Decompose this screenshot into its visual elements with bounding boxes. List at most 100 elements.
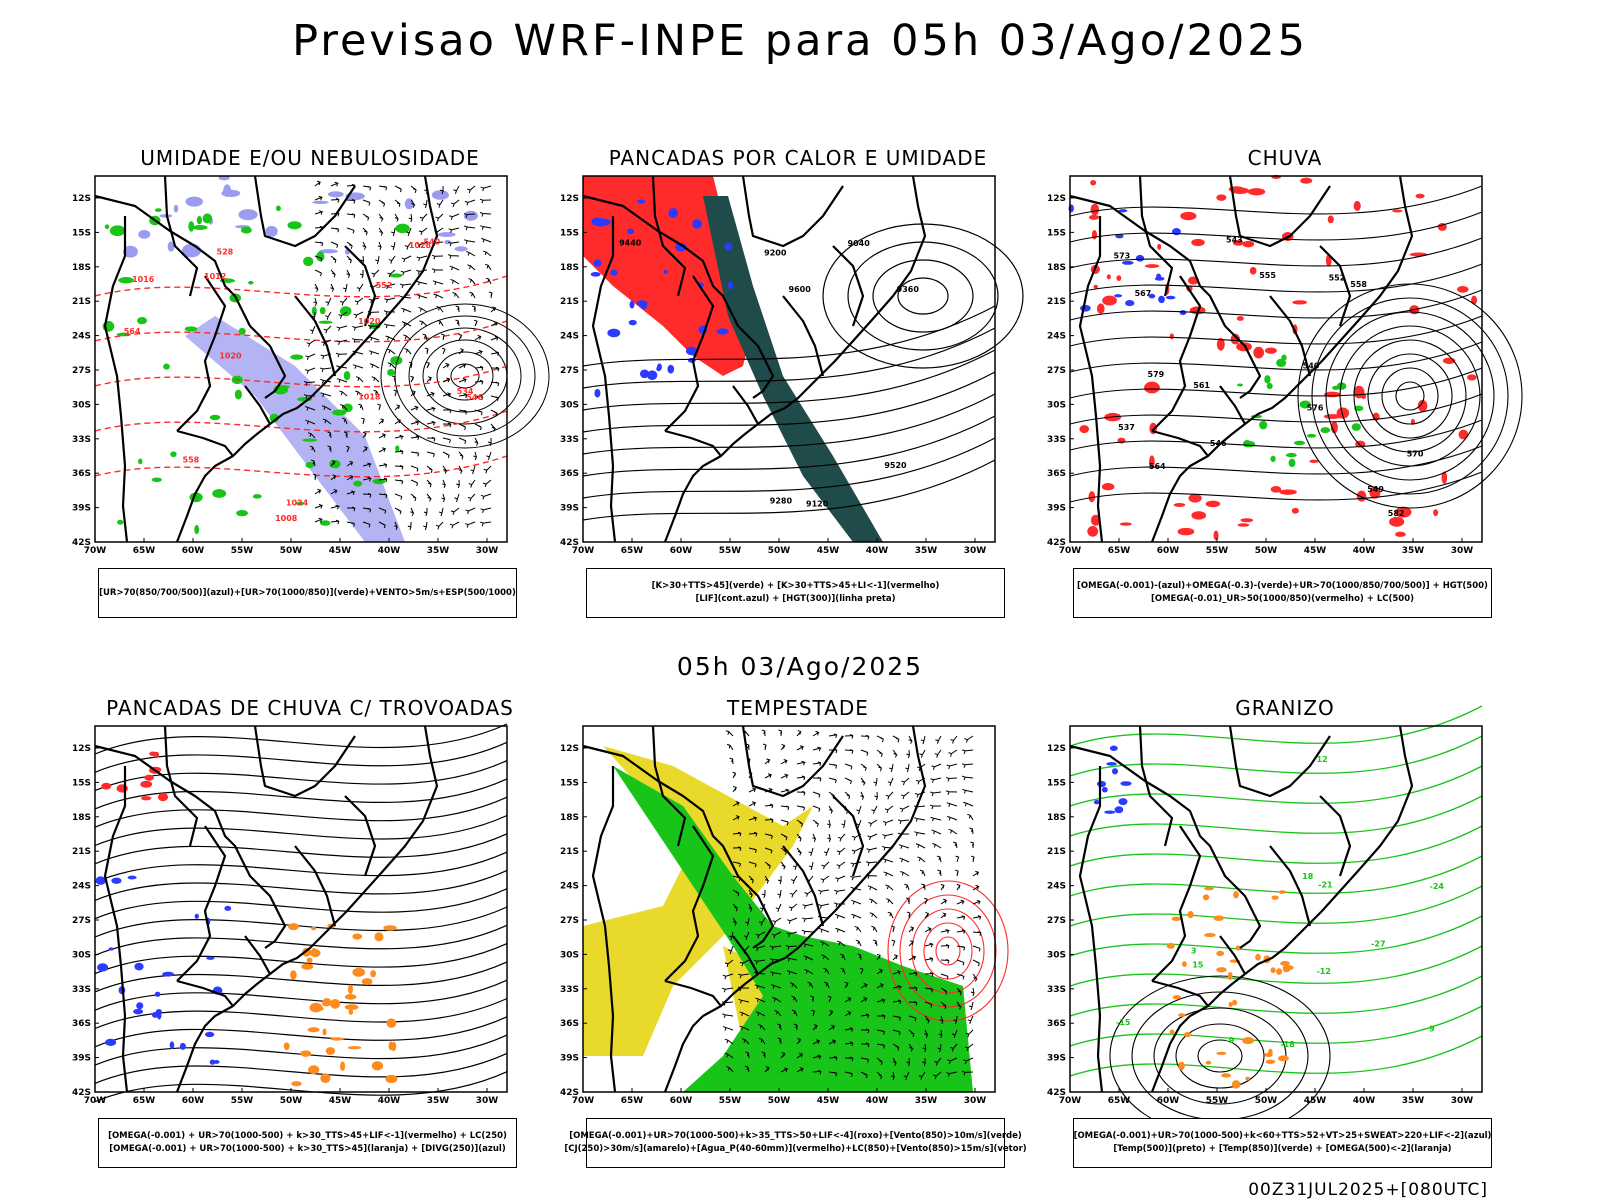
contour-line: [1353, 339, 1467, 453]
wind-arrow: [327, 431, 332, 439]
wind-arrow: [410, 390, 416, 397]
wind-arrow: [724, 1038, 734, 1045]
contour-line: [1069, 211, 1483, 243]
lon-tick-label: 45W: [329, 546, 352, 556]
map-chuva: 582 579 576 573 570 567 564 561 558 555 552 549 546 5…: [1047, 174, 1523, 556]
wind-arrow: [375, 255, 380, 265]
wind-arrow: [314, 210, 324, 215]
shaded-area: [1165, 295, 1176, 300]
wind-arrow: [426, 479, 432, 488]
shaded-area: [1106, 762, 1117, 766]
contour-line: [1069, 263, 1483, 295]
border-line: [1078, 766, 1104, 1093]
streamline: [94, 778, 508, 810]
shaded-area: [248, 280, 254, 285]
wind-arrow: [834, 889, 846, 895]
lon-tick-label: 45W: [817, 1096, 840, 1106]
lon-tick-label: 35W: [1402, 1096, 1425, 1106]
wind-arrow: [458, 423, 467, 431]
wind-arrow: [384, 323, 396, 329]
lon-tick-label: 40W: [866, 546, 889, 556]
panel-chuva: CHUVA 582 579 576 573 570 567 564 561 558 555 552 5…: [1040, 146, 1530, 636]
contour-line: [94, 320, 508, 343]
wind-arrow: [426, 465, 433, 473]
lat-tick-label: 18S: [1047, 813, 1066, 823]
border-line: [1151, 275, 1202, 432]
wind-arrow: [447, 254, 460, 259]
panel-tempestade: TEMPESTADE 12S 15S 18S 21S 24S 27S 30S 33S 36S 39…: [553, 696, 1043, 1186]
shaded-area: [431, 190, 449, 200]
wind-arrow: [796, 833, 802, 842]
shaded-area: [1180, 211, 1197, 221]
shaded-area: [1079, 425, 1090, 434]
contour-line: [582, 415, 996, 477]
wind-arrow: [410, 479, 419, 486]
shaded-area: [1270, 485, 1282, 493]
shaded-area: [1221, 1073, 1231, 1078]
shaded-area: [383, 925, 397, 931]
wind-arrow: [855, 819, 862, 829]
shaded-area: [133, 1008, 144, 1015]
lat-tick-label: 18S: [72, 263, 91, 273]
wind-arrow: [330, 241, 339, 248]
wind-arrow: [808, 861, 814, 871]
wind-arrow: [378, 433, 387, 439]
shaded-area: [329, 459, 341, 469]
shaded-area: [590, 272, 601, 277]
wind-arrow: [426, 406, 437, 412]
wind-arrow: [314, 180, 322, 187]
wind-arrow: [932, 842, 942, 849]
lon-tick-label: 35W: [915, 1096, 938, 1106]
wind-arrow: [473, 319, 478, 327]
wind-arrow: [764, 1066, 770, 1073]
wind-arrow: [342, 417, 348, 425]
wind-arrow: [811, 1009, 815, 1017]
lat-tick-label: 21S: [72, 297, 91, 307]
shaded-area: [1087, 526, 1099, 537]
wind-arrow: [865, 861, 878, 866]
contour-labels: 1016 1012 1020 1024 1028 1008 1018 1020 540 54653…: [124, 238, 484, 524]
shaded-area: [163, 363, 170, 370]
shaded-area: [667, 364, 675, 374]
shaded-area: [136, 316, 148, 325]
shaded-area: [325, 1047, 336, 1055]
wind-arrow: [358, 403, 364, 411]
wind-arrow: [469, 291, 476, 299]
shaded-area: [1457, 285, 1469, 293]
wind-arrow: [924, 942, 935, 948]
shaded-area: [1158, 295, 1165, 304]
shaded-area: [628, 319, 637, 326]
wind-arrow: [844, 981, 849, 989]
wind-arrow: [956, 883, 961, 891]
contour-label: -15: [1116, 1018, 1131, 1027]
shaded-area: [290, 970, 297, 980]
shaded-area: [1415, 193, 1425, 199]
shaded-area: [374, 932, 384, 942]
wind-arrow: [956, 959, 965, 966]
wind-arrow: [764, 773, 773, 779]
wind-vectors: [721, 729, 982, 1081]
wind-arrow: [860, 1042, 870, 1048]
wind-arrow: [408, 361, 413, 369]
wind-arrow: [851, 913, 862, 919]
wind-arrow: [442, 392, 452, 397]
wind-arrow: [828, 1039, 837, 1045]
lon-tick-label: 70W: [1059, 1096, 1082, 1106]
shaded-area: [179, 1042, 186, 1050]
panel-title: GRANIZO: [1235, 696, 1335, 720]
shaded-area: [144, 774, 154, 781]
contour-label: 549: [1367, 485, 1384, 494]
wind-arrow: [891, 939, 896, 947]
shaded-area: [309, 1002, 323, 1013]
page-title: Previsao WRF-INPE para 05h 03/Ago/2025: [292, 16, 1308, 66]
wind-arrow: [908, 955, 917, 961]
wind-arrow: [948, 749, 958, 757]
shaded-area: [387, 369, 395, 376]
wind-arrow: [892, 984, 903, 990]
wind-arrow: [812, 805, 821, 812]
shaded-area: [1187, 910, 1194, 919]
lon-tick-label: 35W: [427, 546, 450, 556]
wind-arrow: [371, 269, 380, 278]
contour-line: [1175, 1023, 1265, 1089]
wind-arrow: [823, 967, 830, 975]
